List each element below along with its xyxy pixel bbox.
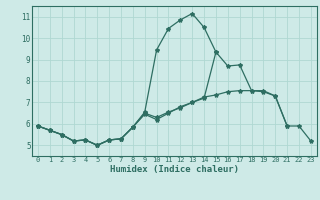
X-axis label: Humidex (Indice chaleur): Humidex (Indice chaleur) xyxy=(110,165,239,174)
